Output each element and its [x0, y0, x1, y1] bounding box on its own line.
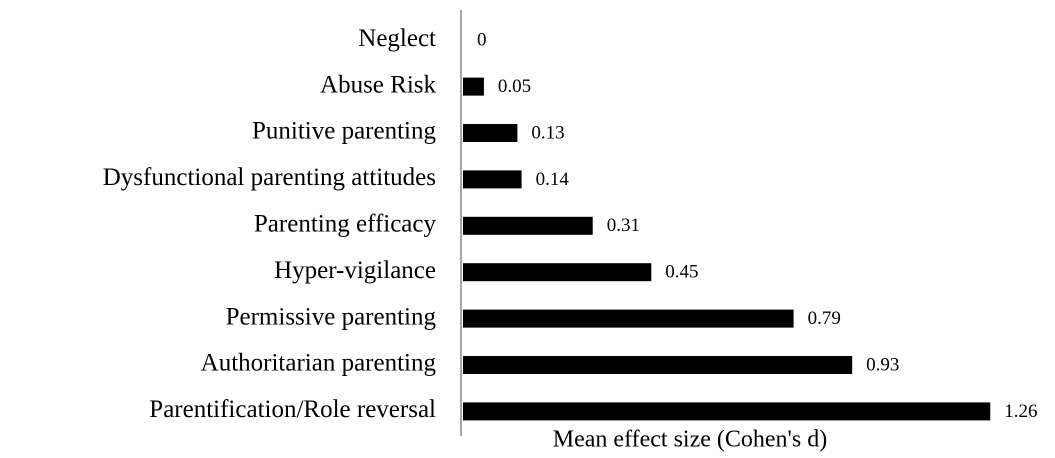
x-axis-label: Mean effect size (Cohen's d) — [553, 427, 827, 453]
bar — [463, 402, 991, 421]
data-label: 0 — [477, 30, 487, 51]
y-tick-label: Dysfunctional parenting attitudes — [103, 164, 436, 191]
bar — [463, 356, 853, 374]
bar — [463, 263, 652, 282]
data-label: 1.26 — [1004, 401, 1037, 422]
data-label: 0.93 — [866, 354, 899, 375]
y-tick-label: Permissive parenting — [226, 303, 437, 330]
bar — [463, 124, 518, 142]
y-tick-label: Parenting efficacy — [254, 211, 437, 238]
y-tick-label: Punitive parenting — [252, 118, 436, 145]
data-label: 0.79 — [808, 308, 841, 329]
y-tick-label: Hyper-vigilance — [274, 257, 436, 284]
data-label: 0.31 — [607, 215, 640, 236]
bar — [463, 77, 484, 96]
data-label: 0.13 — [531, 122, 564, 143]
y-tick-label: Parentification/Role reversal — [149, 396, 436, 423]
bar — [463, 309, 794, 328]
y-tick-label: Authoritarian parenting — [201, 350, 437, 377]
y-tick-label: Neglect — [358, 25, 436, 52]
data-label: 0.45 — [665, 262, 698, 283]
y-tick-label: Abuse Risk — [320, 71, 436, 98]
data-label: 0.05 — [498, 76, 531, 97]
data-label: 0.14 — [536, 169, 570, 190]
bar — [463, 216, 593, 235]
bar — [463, 170, 522, 189]
